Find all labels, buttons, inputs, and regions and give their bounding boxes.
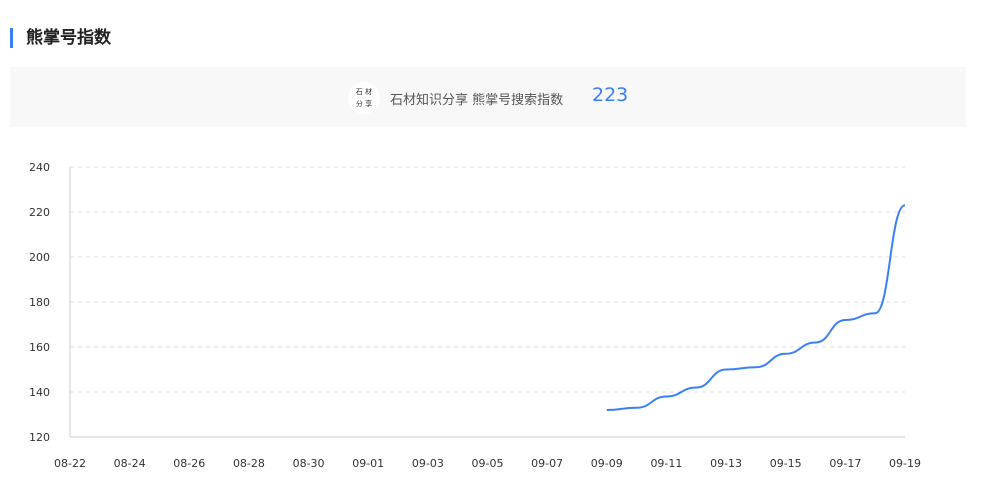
index-value: 223	[592, 84, 629, 106]
y-tick-label: 220	[29, 206, 50, 219]
y-tick-label: 240	[29, 161, 50, 174]
x-tick-label: 09-07	[531, 457, 563, 470]
account-logo: 石 材分 享	[348, 82, 380, 114]
x-tick-label: 08-26	[173, 457, 205, 470]
x-tick-label: 09-11	[650, 457, 682, 470]
page-title: 熊掌号指数	[10, 28, 111, 48]
x-tick-label: 09-01	[352, 457, 384, 470]
x-tick-label: 09-05	[472, 457, 504, 470]
y-tick-label: 180	[29, 296, 50, 309]
x-tick-label: 09-15	[770, 457, 802, 470]
series-line	[606, 204, 906, 411]
x-tick-label: 09-03	[412, 457, 444, 470]
x-tick-label: 08-28	[233, 457, 265, 470]
y-tick-label: 200	[29, 251, 50, 264]
x-tick-label: 09-19	[889, 457, 921, 470]
x-tick-label: 09-13	[710, 457, 742, 470]
banner-label: 石材知识分享 熊掌号搜索指数	[390, 89, 563, 108]
metric-name: 熊掌号搜索指数	[472, 93, 564, 108]
x-tick-label: 09-09	[591, 457, 623, 470]
y-tick-label: 140	[29, 386, 50, 399]
x-tick-label: 08-22	[54, 457, 86, 470]
index-banner: 石 材分 享 石材知识分享 熊掌号搜索指数 223	[10, 67, 966, 127]
x-tick-label: 08-30	[293, 457, 325, 470]
y-tick-label: 120	[29, 431, 50, 444]
x-tick-label: 09-17	[829, 457, 861, 470]
x-tick-label: 08-24	[114, 457, 146, 470]
account-name: 石材知识分享	[390, 93, 469, 108]
y-tick-label: 160	[29, 341, 50, 354]
